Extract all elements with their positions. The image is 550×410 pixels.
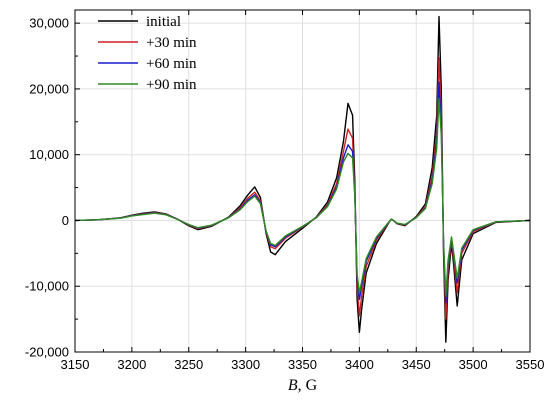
x-tick-label: 3400 — [345, 357, 374, 372]
x-tick-label: 3550 — [516, 357, 545, 372]
x-tick-label: 3300 — [231, 357, 260, 372]
y-tick-label: 20,000 — [29, 81, 69, 96]
legend-label: +30 min — [146, 35, 197, 51]
x-tick-label: 3450 — [402, 357, 431, 372]
x-axis-label-unit: , G — [298, 377, 318, 394]
x-axis-label-symbol: B — [288, 377, 298, 394]
y-tick-label: -20,000 — [25, 345, 69, 360]
x-tick-label: 3500 — [459, 357, 488, 372]
y-tick-label: 30,000 — [29, 16, 69, 31]
grid-layer — [74, 10, 531, 353]
x-axis-label: B, G — [288, 377, 318, 394]
x-tick-label: 3350 — [288, 357, 317, 372]
legend-label: initial — [146, 14, 181, 30]
legend: initial +30 min +60 min +90 min — [98, 14, 197, 93]
y-tick-label: 0 — [62, 213, 69, 228]
x-tick-label: 3250 — [174, 357, 203, 372]
y-tick-label: 10,000 — [29, 147, 69, 162]
x-tick-label: 3200 — [117, 357, 146, 372]
y-tick-label: -10,000 — [25, 279, 69, 294]
legend-label: +60 min — [146, 56, 197, 72]
series-line-90-min — [74, 98, 531, 297]
tick-layer: 3150 3200 3250 3300 3350 3400 3450 3500 3550 -20,… — [25, 10, 545, 372]
legend-label: +90 min — [146, 77, 197, 93]
series-layer — [74, 15, 531, 343]
x-tick-label: 3150 — [61, 357, 90, 372]
